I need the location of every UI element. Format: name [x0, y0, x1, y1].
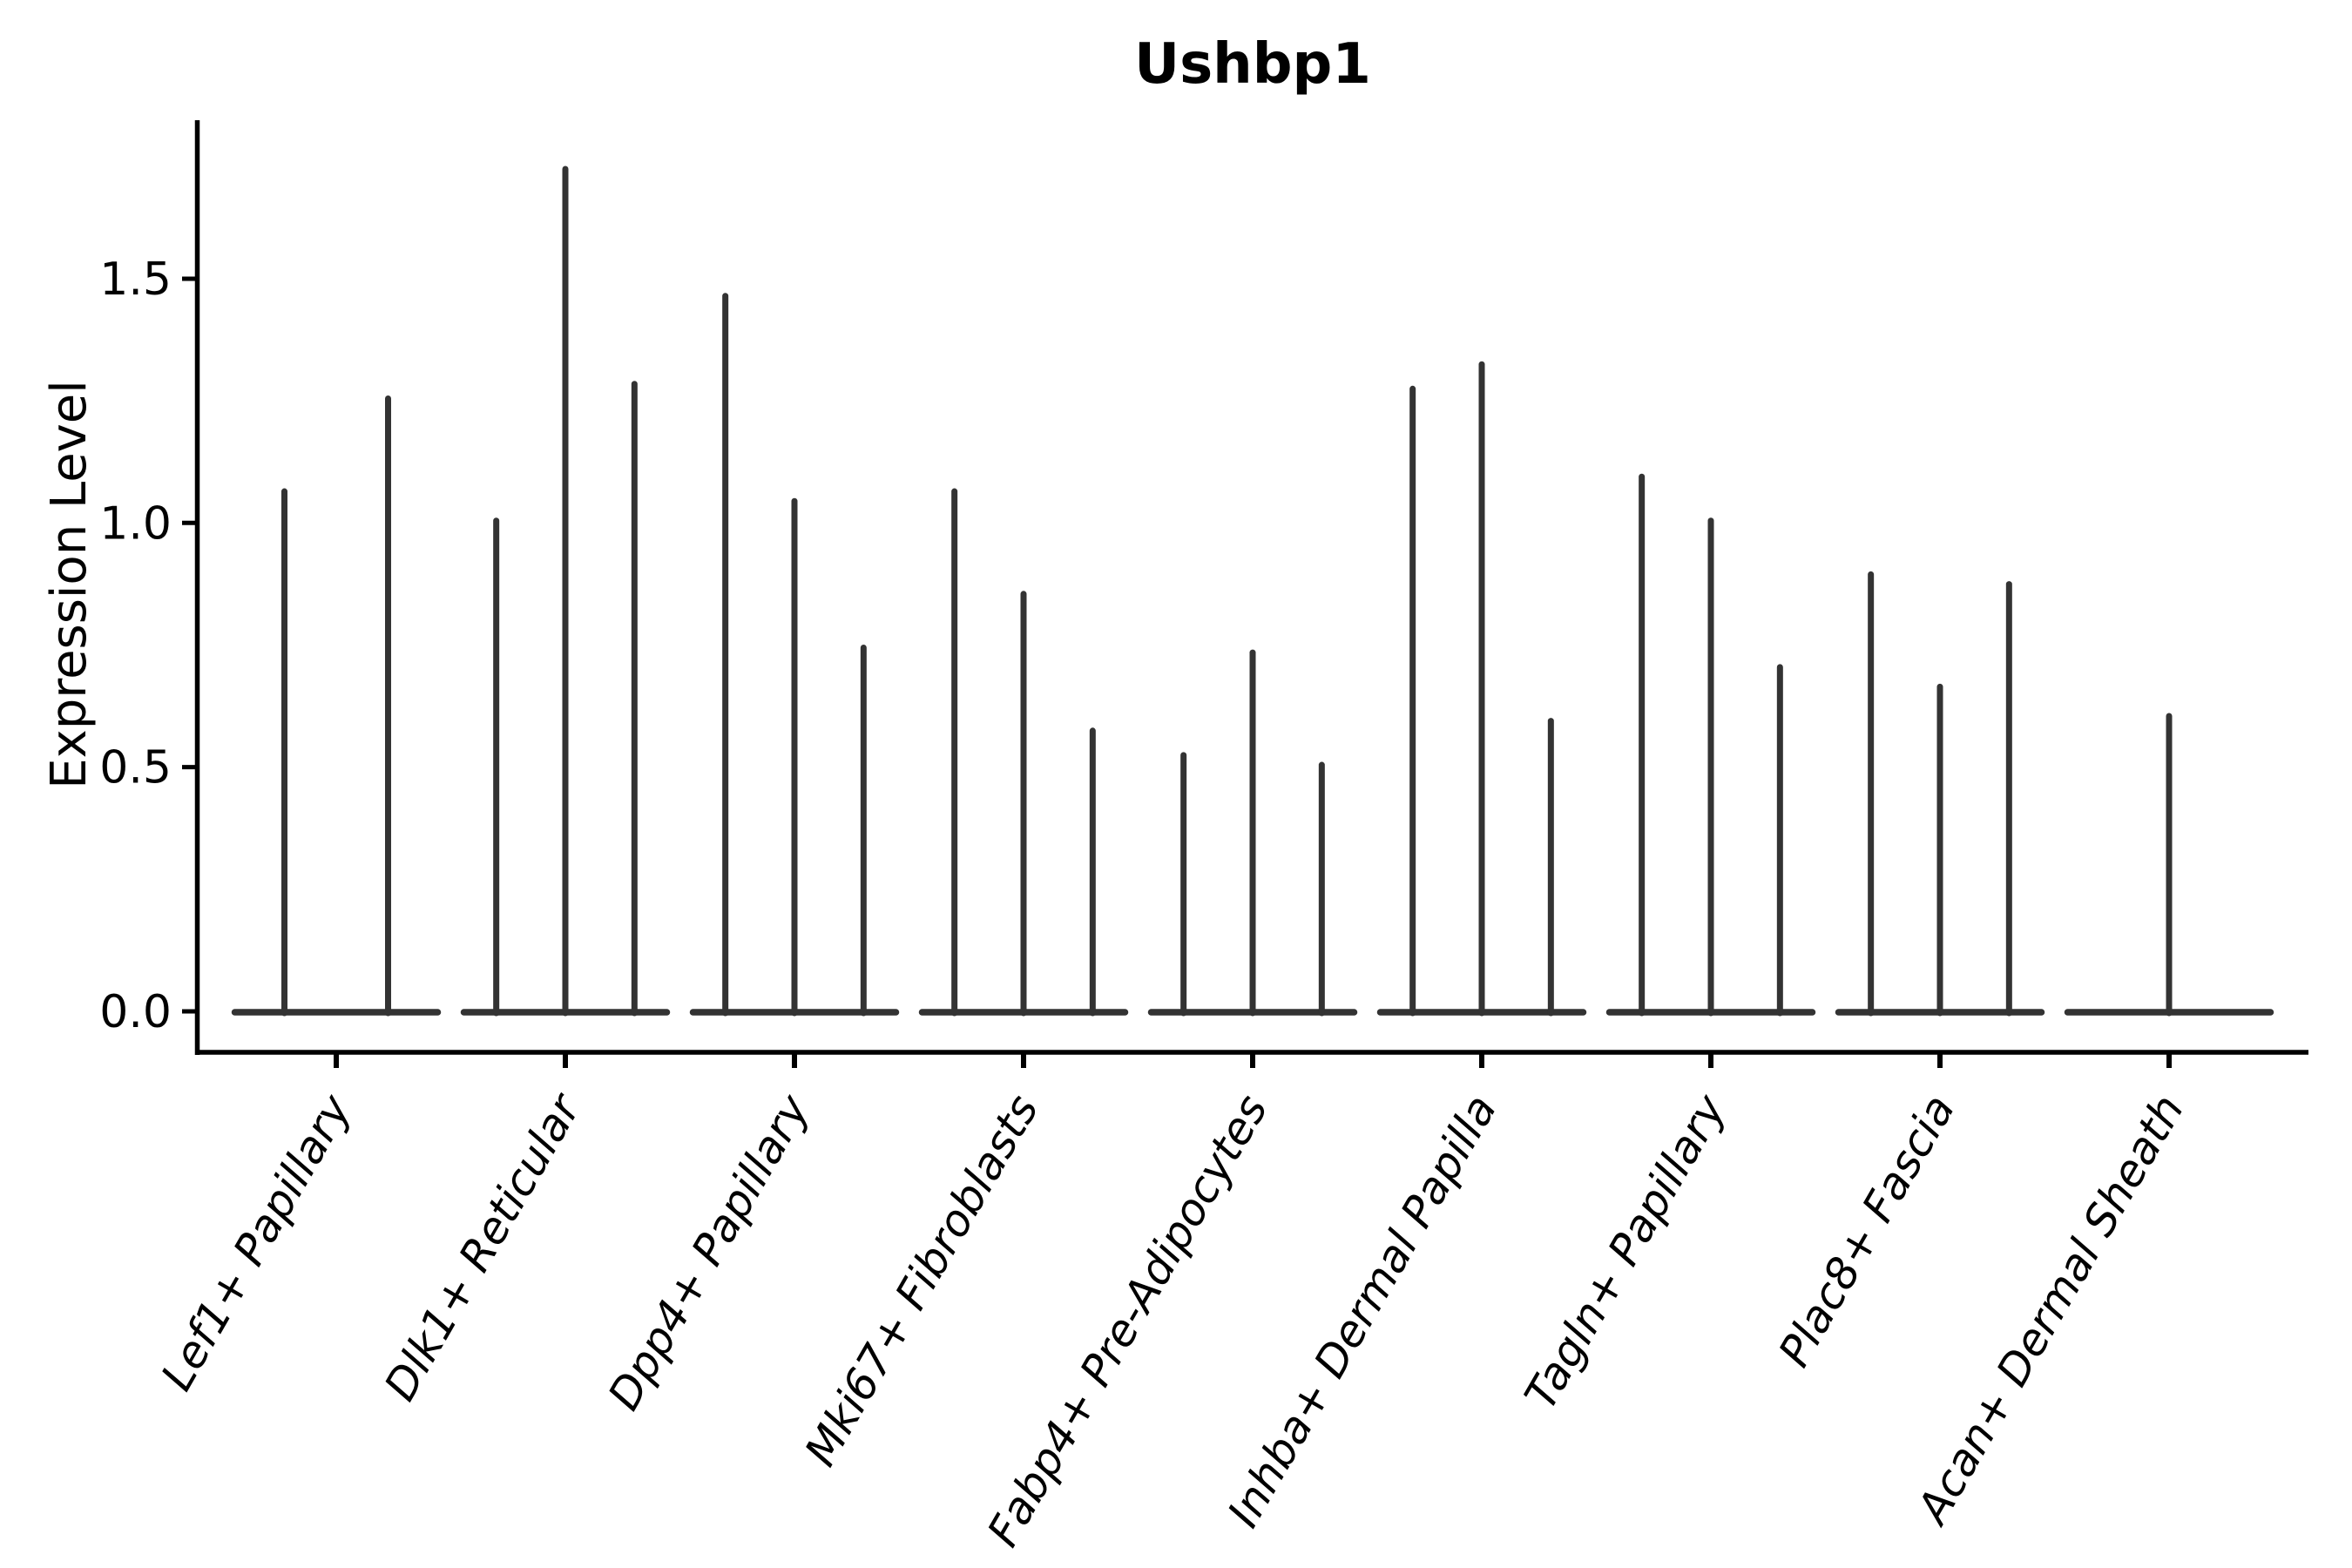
- y-tick-label: 1.0: [99, 497, 172, 550]
- x-tick-label: Acan+ Dermal Sheath: [1906, 1086, 2193, 1534]
- y-axis-label: Expression Level: [41, 380, 98, 789]
- chart-title: Ushbp1: [1134, 32, 1371, 97]
- x-tick-label: Mki67+ Fibroblasts: [795, 1086, 1049, 1474]
- x-tick-label: Dlk1+ Reticular: [375, 1084, 591, 1409]
- x-tick-label: Dpp4+ Papillary: [598, 1085, 820, 1418]
- x-tick-label: Inhba+ Dermal Papilla: [1218, 1086, 1506, 1536]
- y-tick-label: 0.0: [99, 986, 172, 1038]
- x-tick-label: Tagln+ Papillary: [1515, 1085, 1736, 1418]
- x-axis-ticks: Lef1+ Papillary Dlk1+ Reticular Dpp4+ Papi…: [152, 1052, 2193, 1555]
- y-tick-label: 1.5: [99, 253, 172, 306]
- x-tick-label: Lef1+ Papillary: [152, 1085, 362, 1399]
- violin-series: [231, 166, 2274, 1017]
- y-axis-ticks: 0.0 0.5 1.0 1.5: [99, 253, 197, 1038]
- x-tick-label: Plac8+ Fascia: [1769, 1086, 1965, 1375]
- y-tick-label: 0.5: [99, 742, 172, 794]
